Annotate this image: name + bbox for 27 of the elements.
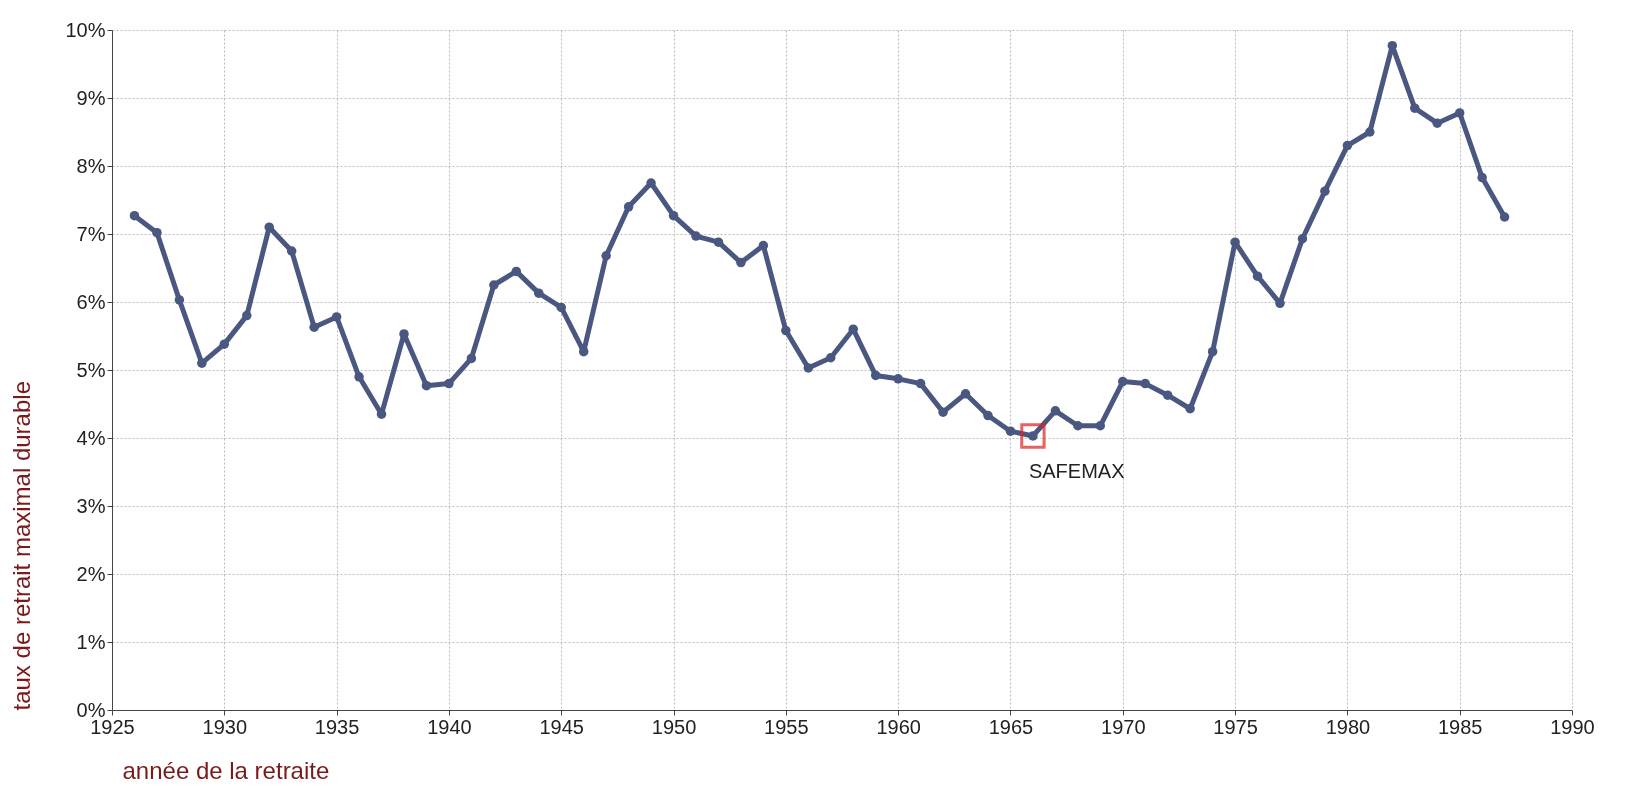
x-tick-label: 1945 xyxy=(539,715,584,738)
y-tick-label: 3% xyxy=(76,494,106,517)
x-tick-label: 1955 xyxy=(764,715,809,738)
y-axis-title: taux de retrait maximal durable xyxy=(8,381,36,711)
x-tick-label: 1970 xyxy=(1101,715,1146,738)
x-tick-label: 1940 xyxy=(427,715,472,738)
x-tick-label: 1965 xyxy=(988,715,1034,738)
y-tick-label: 4% xyxy=(76,426,106,449)
annotation: SAFEMAX xyxy=(1028,459,1125,482)
x-tick-label: 1975 xyxy=(1213,715,1258,738)
x-tick-label: 1950 xyxy=(651,715,697,738)
y-tick-label: 9% xyxy=(76,86,106,109)
y-tick-label: 10% xyxy=(65,18,106,41)
x-tick-label: 1930 xyxy=(202,715,248,738)
x-tick-label: 1990 xyxy=(1550,715,1595,738)
x-tick-label: 1935 xyxy=(314,715,360,738)
y-tick-label: 5% xyxy=(76,358,106,381)
x-tick-label: 1985 xyxy=(1437,715,1483,738)
y-tick-label: 2% xyxy=(76,562,106,585)
y-tick-label: 1% xyxy=(76,630,106,653)
x-tick-label: 1980 xyxy=(1325,715,1371,738)
y-tick-label: 8% xyxy=(76,154,106,177)
x-axis-title: année de la retraite xyxy=(122,756,330,784)
y-tick-label: 7% xyxy=(76,222,106,245)
y-tick-label: 6% xyxy=(76,290,106,313)
x-tick-label: 1960 xyxy=(876,715,921,738)
y-tick-label: 0% xyxy=(76,698,106,721)
